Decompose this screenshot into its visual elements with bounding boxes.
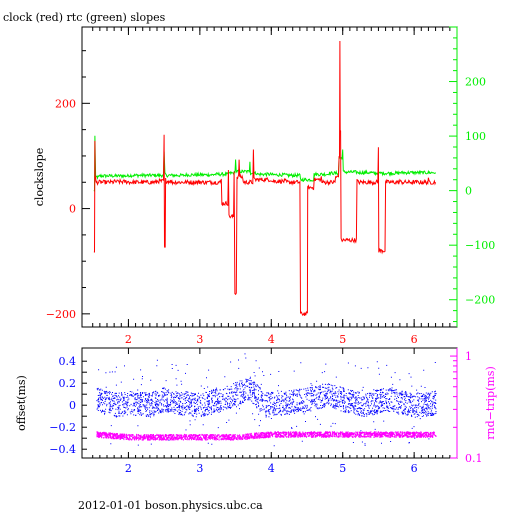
bottom-y-tick-label: −0.4	[49, 443, 76, 456]
top-x-tick-label: 4	[268, 333, 275, 346]
top-x-tick-label: 2	[125, 333, 132, 346]
top-y2-tick-label: 0	[465, 185, 472, 198]
bottom-x-tick-label: 2	[125, 462, 132, 475]
bottom-x-tick-label: 4	[268, 462, 275, 475]
top-y2-axis: 200 100 0 −100 −200	[449, 26, 495, 327]
top-x-tick-label: 5	[339, 333, 346, 346]
bottom-y-tick-label: 0.2	[59, 377, 77, 390]
roundtrip-points	[96, 431, 437, 441]
top-y2-tick-label: 200	[465, 76, 486, 89]
top-x-tick-label: 6	[411, 333, 418, 346]
bottom-y-axis: 0.4 0.2 0 −0.2 −0.4	[49, 355, 87, 456]
top-y2-tick-label: −200	[465, 294, 495, 307]
top-y-axis: 200 0 −200	[46, 50, 90, 321]
bottom-y-tick-label: 0	[69, 399, 76, 412]
top-chart-marks	[93, 40, 437, 317]
footer-text: 2012-01-01 boson.physics.ubc.ca	[78, 499, 263, 512]
bottom-y2-axis: 10.1	[450, 348, 483, 465]
top-x-axis: 2 3 4 5 6	[92, 27, 458, 346]
top-y-axis-label: clockslope	[33, 148, 46, 206]
top-y-tick-label: −200	[46, 308, 76, 321]
top-y-tick-label: 200	[55, 97, 76, 110]
top-x-tick-label: 3	[196, 333, 203, 346]
bottom-x-tick-label: 5	[339, 462, 346, 475]
bottom-y-axis-label: offset(ms)	[15, 375, 28, 431]
top-chart-title: clock (red) rtc (green) slopes	[3, 11, 166, 24]
bottom-y2-tick-label: 1	[465, 350, 472, 363]
bottom-y-tick-label: 0.4	[59, 355, 77, 368]
top-y-tick-label: 0	[69, 203, 76, 216]
bottom-chart-marks	[96, 353, 437, 447]
bottom-x-tick-label: 3	[196, 462, 203, 475]
top-y2-tick-label: −100	[465, 239, 495, 252]
bottom-x-axis: 2 3 4 5 6	[92, 348, 458, 475]
offset-points	[96, 353, 437, 447]
bottom-x-tick-label: 6	[411, 462, 418, 475]
top-y2-tick-label: 100	[465, 130, 486, 143]
bottom-y2-axis-label: rnd−trip(ms)	[484, 366, 497, 440]
clock-slope-line	[93, 40, 437, 317]
bottom-y2-tick-label: 0.1	[465, 452, 483, 465]
top-chart: 2 3 4 5 6 200 0 −200 200 100 0 −100 −200 clockslop…	[33, 26, 495, 346]
rtc-slope-line	[93, 135, 437, 192]
bottom-y-tick-label: −0.2	[49, 421, 76, 434]
bottom-chart-frame	[81, 347, 458, 459]
